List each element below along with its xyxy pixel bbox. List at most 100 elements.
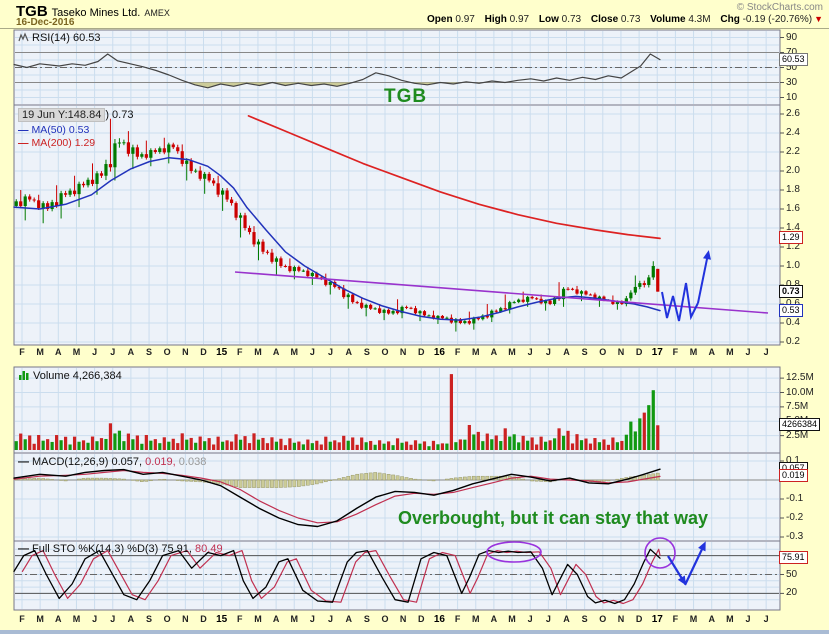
ma200-line bbox=[247, 115, 661, 240]
candle bbox=[265, 251, 270, 253]
macd-hist-bar bbox=[471, 475, 476, 481]
volume-bar bbox=[463, 439, 467, 450]
candle bbox=[77, 183, 81, 195]
month-label: D bbox=[200, 347, 207, 357]
chg-value: -0.19 (-20.76%) bbox=[742, 14, 813, 25]
macd-hist-bar bbox=[310, 479, 315, 485]
value-box: 60.53 bbox=[779, 52, 808, 66]
candle bbox=[351, 294, 355, 303]
candle bbox=[508, 302, 512, 310]
candle bbox=[575, 289, 579, 294]
volume-bar bbox=[633, 431, 637, 450]
volume-name: Volume bbox=[33, 370, 70, 382]
month-label: O bbox=[163, 347, 171, 357]
candle bbox=[386, 309, 391, 314]
candle bbox=[212, 180, 216, 184]
volume-bar bbox=[651, 390, 655, 450]
volume-bar bbox=[225, 440, 229, 450]
axis-tick-label: 0.6 bbox=[786, 298, 800, 309]
volume-bar bbox=[413, 440, 418, 450]
volume-bar bbox=[81, 440, 86, 450]
volume-bar bbox=[104, 438, 108, 450]
axis-tick-label: 10 bbox=[786, 91, 798, 103]
chg-label: Chg bbox=[720, 14, 740, 25]
month-label: A bbox=[563, 614, 570, 624]
macd-hist-bar bbox=[382, 473, 386, 481]
candle bbox=[86, 179, 90, 186]
macd-hist-bar bbox=[516, 477, 521, 481]
volume-bar bbox=[351, 437, 355, 450]
volume-bar bbox=[642, 412, 646, 450]
volume-bar bbox=[409, 444, 413, 450]
axis-tick-label: 0.2 bbox=[786, 336, 800, 347]
volume-bar bbox=[391, 445, 395, 450]
volume-bar bbox=[171, 438, 175, 450]
volume-bar bbox=[481, 441, 485, 450]
volume-bar bbox=[445, 443, 449, 450]
candle bbox=[517, 299, 521, 303]
candle bbox=[624, 298, 628, 304]
candle bbox=[391, 311, 395, 314]
macd-hist-bar bbox=[50, 479, 54, 481]
volume-bar bbox=[535, 444, 539, 450]
volume-bar bbox=[203, 441, 207, 450]
volume-bar bbox=[552, 438, 557, 450]
candle bbox=[656, 268, 660, 292]
candle bbox=[122, 142, 126, 144]
macd-hist-bar bbox=[476, 475, 481, 481]
volume-bar bbox=[476, 431, 480, 450]
candle bbox=[521, 299, 525, 302]
axis-tick-label: -0.2 bbox=[786, 512, 804, 523]
axis-tick-label: 2.5M bbox=[786, 429, 809, 441]
macd-hist-bar bbox=[148, 479, 153, 482]
candle bbox=[579, 291, 584, 294]
candle bbox=[364, 304, 368, 308]
month-label: N bbox=[399, 347, 407, 357]
macd-hist-bar bbox=[377, 472, 382, 481]
volume-bar bbox=[395, 438, 400, 450]
candle bbox=[297, 267, 301, 271]
axis-tick-label: 10.0M bbox=[786, 386, 814, 398]
ma50-line-icon: — bbox=[18, 124, 29, 136]
candle bbox=[185, 160, 189, 164]
axis-tick-label: 7.5M bbox=[786, 400, 809, 412]
volume-bar bbox=[14, 441, 18, 450]
volume-bar bbox=[342, 435, 346, 450]
candle bbox=[431, 315, 436, 319]
volume-bar bbox=[346, 440, 350, 450]
candle bbox=[629, 292, 633, 299]
month-label: M bbox=[36, 347, 44, 357]
candle bbox=[346, 294, 350, 298]
macd-hist-bar bbox=[404, 477, 409, 481]
candle bbox=[37, 200, 41, 209]
quote-summary: Open 0.97 High 0.97 Low 0.73 Close 0.73 … bbox=[420, 14, 823, 25]
axis-tick-label: 30 bbox=[786, 76, 798, 88]
volume-bar bbox=[386, 441, 391, 450]
candle bbox=[647, 277, 651, 285]
macd-hist-bar bbox=[265, 479, 270, 488]
candle bbox=[472, 317, 476, 324]
candle bbox=[552, 297, 557, 304]
macd-hist-bar bbox=[445, 478, 449, 481]
candle bbox=[207, 173, 211, 181]
volume-bar bbox=[575, 434, 579, 450]
candle bbox=[189, 160, 193, 171]
macd-hist-bar bbox=[431, 479, 436, 482]
high-label: High bbox=[484, 14, 507, 25]
candle bbox=[221, 190, 225, 195]
month-label: J bbox=[763, 347, 769, 357]
volume-bar bbox=[288, 438, 292, 450]
macd-hist-bar bbox=[140, 479, 144, 482]
candle bbox=[494, 310, 498, 312]
copyright-label: © StockCharts.com bbox=[736, 2, 823, 13]
volume-bar bbox=[108, 423, 113, 450]
macd-hist-bar bbox=[104, 477, 108, 481]
price-legend-overlay: 19 Jun Y:148.84) 0.73 bbox=[18, 108, 133, 122]
candle bbox=[243, 215, 247, 228]
month-label: J bbox=[527, 347, 533, 357]
candle bbox=[301, 270, 305, 272]
volume-bar bbox=[508, 436, 512, 450]
volume-bar bbox=[436, 444, 440, 450]
month-label: 15 bbox=[216, 347, 228, 358]
macd-hist-bar bbox=[319, 479, 324, 484]
